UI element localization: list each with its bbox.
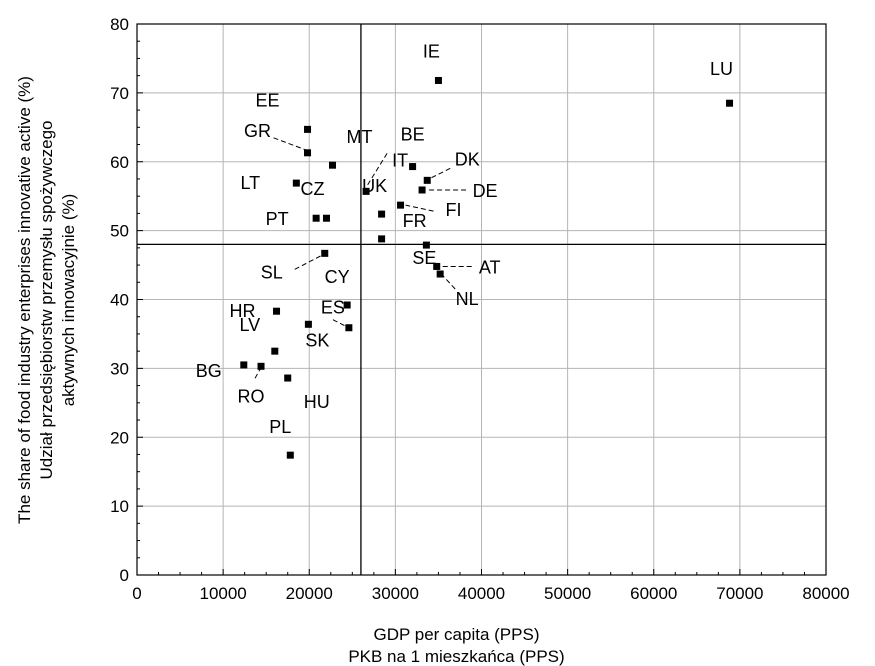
data-point-ie — [434, 76, 442, 84]
point-label-ro: RO — [238, 386, 265, 406]
data-point-gr — [304, 149, 312, 157]
y-axis-title-line-3: aktywnych innowacyjnie (%) — [59, 194, 78, 407]
y-tick-label: 10 — [110, 497, 129, 516]
point-label-sk: SK — [305, 330, 329, 350]
y-tick-label: 70 — [110, 84, 129, 103]
data-point-fr — [378, 235, 386, 243]
x-tick-label: 60000 — [630, 584, 677, 603]
y-axis-title-line-2: Udział przedsiębiorstw przemysłu spożywc… — [37, 120, 56, 479]
data-point-bg — [240, 361, 248, 369]
axis-titles: GDP per capita (PPS) PKB na 1 mieszkańca … — [15, 76, 565, 666]
point-label-ee: EE — [256, 90, 280, 110]
point-label-hu: HU — [304, 392, 330, 412]
data-point-hu — [284, 374, 292, 382]
point-label-bg: BG — [196, 361, 222, 381]
x-tick-label: 50000 — [544, 584, 591, 603]
data-point-sl — [321, 249, 329, 257]
point-label-hr: HR — [230, 301, 256, 321]
y-tick-label: 0 — [120, 566, 129, 585]
point-label-at: AT — [479, 257, 501, 277]
data-point-at — [433, 262, 441, 270]
point-label-ie: IE — [423, 41, 440, 61]
y-tick-label: 40 — [110, 291, 129, 310]
point-label-lu: LU — [710, 59, 733, 79]
x-tick-label: 80000 — [802, 584, 849, 603]
data-point-ro — [257, 362, 265, 370]
leader-line-es — [332, 319, 346, 327]
data-point-cz — [322, 214, 330, 222]
point-label-cz: CZ — [300, 179, 324, 199]
reference-lines — [137, 24, 826, 575]
data-point-lv — [271, 347, 279, 355]
point-label-es: ES — [321, 298, 345, 318]
point-label-cy: CY — [325, 267, 350, 287]
data-point-pl — [286, 451, 294, 459]
point-label-dk: DK — [455, 149, 480, 169]
data-point-hr — [273, 307, 281, 315]
data-point-es — [345, 324, 353, 332]
data-point-lu — [726, 99, 734, 107]
point-label-lv: LV — [239, 315, 260, 335]
x-tick-label: 40000 — [458, 584, 505, 603]
axis-ticks: 0 10000 20000 30000 40000 50000 60000 70000 8000… — [110, 15, 850, 603]
data-point-pt — [312, 214, 320, 222]
leader-line-gr — [273, 137, 306, 151]
point-label-de: DE — [473, 181, 498, 201]
y-tick-label: 60 — [110, 153, 129, 172]
data-point-lt — [292, 179, 300, 187]
point-label-pl: PL — [269, 417, 291, 437]
point-label-it: IT — [392, 150, 408, 170]
point-label-nl: NL — [456, 289, 479, 309]
point-label-se: SE — [412, 248, 436, 268]
x-axis-title: GDP per capita (PPS) — [374, 625, 540, 644]
point-label-uk: UK — [362, 176, 387, 196]
x-axis-subtitle: PKB na 1 mieszkańca (PPS) — [348, 647, 564, 666]
data-point-be — [409, 163, 417, 171]
y-axis-title-line-1: The share of food industry enterprises i… — [15, 76, 34, 524]
point-label-mt: MT — [347, 127, 373, 147]
x-tick-label: 30000 — [372, 584, 419, 603]
y-tick-label: 20 — [110, 428, 129, 447]
x-tick-label: 0 — [132, 584, 141, 603]
point-label-lt: LT — [240, 173, 260, 193]
leader-lines — [254, 137, 472, 379]
data-point-de — [418, 186, 426, 194]
data-point-sk — [304, 320, 312, 328]
point-label-fr: FR — [403, 211, 427, 231]
leader-line-nl — [442, 275, 456, 290]
point-label-gr: GR — [244, 121, 271, 141]
point-label-be: BE — [401, 125, 425, 145]
data-point-uk — [378, 210, 386, 218]
data-point-mt — [329, 161, 337, 169]
leader-line-sl — [294, 254, 322, 270]
leader-line-fi — [405, 204, 434, 212]
y-tick-label: 50 — [110, 222, 129, 241]
x-tick-label: 70000 — [716, 584, 763, 603]
x-tick-label: 10000 — [199, 584, 246, 603]
point-label-sl: SL — [261, 262, 283, 282]
leader-line-ro — [254, 369, 261, 379]
data-point-ee — [304, 125, 312, 133]
data-point-dk — [423, 176, 431, 184]
y-tick-label: 80 — [110, 15, 129, 34]
y-tick-label: 30 — [110, 359, 129, 378]
data-point-nl — [436, 270, 444, 278]
point-label-pt: PT — [266, 209, 289, 229]
data-point-cy — [343, 301, 351, 309]
data-point-fi — [397, 201, 405, 209]
x-tick-label: 20000 — [286, 584, 333, 603]
leader-line-it — [365, 153, 388, 188]
point-label-fi: FI — [446, 200, 462, 220]
data-point-se — [422, 241, 430, 249]
grid-lines — [136, 23, 827, 576]
data-point-it — [362, 187, 370, 195]
data-points — [240, 76, 734, 459]
leader-line-dk — [430, 167, 451, 179]
